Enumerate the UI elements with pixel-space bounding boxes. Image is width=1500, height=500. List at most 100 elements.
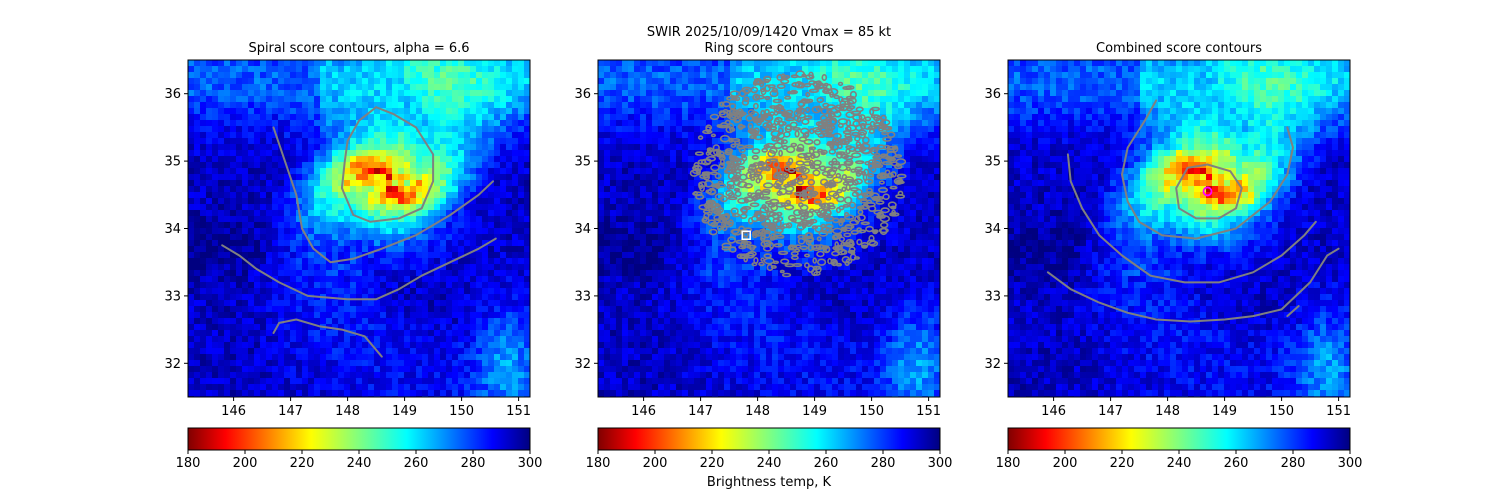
ring-contour-blob xyxy=(743,88,750,95)
ring-contour-blob xyxy=(798,136,807,142)
ring-contour-blob xyxy=(693,191,699,196)
ring-contour-blob xyxy=(760,109,766,118)
ring-contour-blob xyxy=(779,269,785,274)
ring-contour-blob xyxy=(757,162,764,171)
ring-contour-blob xyxy=(826,174,834,179)
ring-contour-blob xyxy=(719,134,731,143)
ring-contour-blob xyxy=(850,168,857,173)
ring-contour-blob xyxy=(709,113,720,121)
ring-contour-blob xyxy=(760,235,766,242)
ring-contour-blob xyxy=(808,147,815,155)
ring-contour-blob xyxy=(812,169,821,177)
ring-contour-blob xyxy=(835,207,842,214)
ring-contour-blob xyxy=(727,236,736,244)
ring-contour-blob xyxy=(769,147,778,154)
ring-contour-blob xyxy=(770,130,781,138)
ring-contour-blob xyxy=(842,203,850,208)
ring-contour-blob xyxy=(798,165,807,173)
spiral-contour-arm-1 xyxy=(272,126,494,264)
ring-contour-blob xyxy=(848,201,857,209)
y-tick-label: 32 xyxy=(984,357,1001,372)
ring-contour-blob xyxy=(726,220,732,226)
ring-contour-blob xyxy=(862,173,868,181)
ring-contour-blob xyxy=(897,190,904,196)
ring-contour-blob xyxy=(884,169,891,176)
spiral-contour-arm-2 xyxy=(221,237,497,301)
ring-contour-blob xyxy=(758,261,765,267)
ring-contour-blob xyxy=(849,219,860,226)
ring-contour-blob xyxy=(726,113,732,119)
ring-contour-blob xyxy=(876,214,886,219)
ring-contour-blob xyxy=(764,95,771,101)
ring-contour-blob xyxy=(799,209,810,217)
ring-contour-blob xyxy=(851,152,862,159)
ring-contour-blob xyxy=(848,146,857,152)
colorbar-tick-label: 280 xyxy=(1281,456,1306,471)
axes-spiral: 146 147 148 149 150 151 32 33 34 35 36 xyxy=(164,59,531,419)
ring-contour-blob xyxy=(821,130,830,135)
ring-contour-blob xyxy=(854,135,861,142)
ring-contour-blob xyxy=(730,143,737,148)
ring-contour-blob xyxy=(701,172,710,179)
ring-contour-blob xyxy=(866,187,873,193)
ring-contour-blob xyxy=(753,102,759,110)
ring-contour-blob xyxy=(776,74,783,81)
ring-contour-blob xyxy=(819,114,828,122)
ring-contour-blob xyxy=(758,80,765,88)
ring-contour-blob xyxy=(736,144,745,150)
ring-contour-blob xyxy=(754,210,762,215)
ring-contour-blob xyxy=(727,192,735,199)
ring-contour-blob xyxy=(805,235,815,244)
ring-contour-blob xyxy=(803,253,810,258)
combined-contour-arm-1 xyxy=(1121,99,1294,240)
ring-contour-blob xyxy=(831,166,838,173)
ring-contour-blob xyxy=(803,236,814,243)
ring-contour-blob xyxy=(776,120,787,126)
ring-contour-blob xyxy=(805,74,815,80)
ring-contour-blob xyxy=(882,144,891,150)
ring-contour-blob xyxy=(808,128,815,135)
ring-contour-blob xyxy=(736,108,744,116)
x-tick-label: 151 xyxy=(1326,404,1351,419)
ring-contour-blob xyxy=(816,236,822,242)
x-tick-label: 149 xyxy=(1212,404,1237,419)
ring-contour-blob xyxy=(763,144,770,149)
ring-contour-blob xyxy=(773,118,781,126)
ring-contour-blob xyxy=(808,88,820,94)
ring-contour-blob xyxy=(825,196,832,201)
panel-combined: Combined score contours 146 147 148 149 150 1… xyxy=(984,41,1362,471)
ring-contour-blob xyxy=(870,106,881,112)
ring-contour-blob xyxy=(731,96,738,101)
ring-contour-blob xyxy=(762,189,771,194)
ring-contour-blob xyxy=(844,224,855,230)
ring-contour-blob xyxy=(733,187,741,192)
ring-contour-blob xyxy=(812,257,818,264)
ring-contour-blob xyxy=(792,126,801,131)
ring-contours xyxy=(689,70,907,278)
ring-contour-blob xyxy=(751,262,758,267)
x-tick-label: 146 xyxy=(1041,404,1066,419)
ring-contour-blob xyxy=(890,171,897,178)
ring-contour-blob xyxy=(856,238,863,246)
x-tick-label: 151 xyxy=(506,404,531,419)
figure-suptitle: SWIR 2025/10/09/1420 Vmax = 85 kt xyxy=(647,25,891,40)
ring-contour-blob xyxy=(813,271,821,276)
ring-contour-blob xyxy=(730,138,741,143)
ring-contour-blob xyxy=(820,223,826,229)
ring-contour-blob xyxy=(852,179,859,186)
ring-contour-blob xyxy=(807,178,816,186)
ring-contour-blob xyxy=(741,207,748,215)
ring-contour-blob xyxy=(890,205,897,210)
ring-contour-blob xyxy=(873,196,884,201)
ring-contour-blob xyxy=(817,213,826,219)
ring-contour-blob xyxy=(816,258,827,266)
panel-ring: Ring score contours 146 147 148 149 150 151 32… xyxy=(574,41,952,471)
ring-contour-blob xyxy=(694,151,704,156)
ring-contour-blob xyxy=(721,216,728,224)
colorbar-tick-label: 240 xyxy=(347,456,372,471)
ring-contour-blob xyxy=(896,173,907,179)
ring-contour-blob xyxy=(752,93,761,101)
colorbar-tick-label: 300 xyxy=(518,456,543,471)
axes-combined: 146 147 148 149 150 151 32 33 34 35 36 xyxy=(984,59,1351,419)
ring-contour-blob xyxy=(775,202,786,208)
